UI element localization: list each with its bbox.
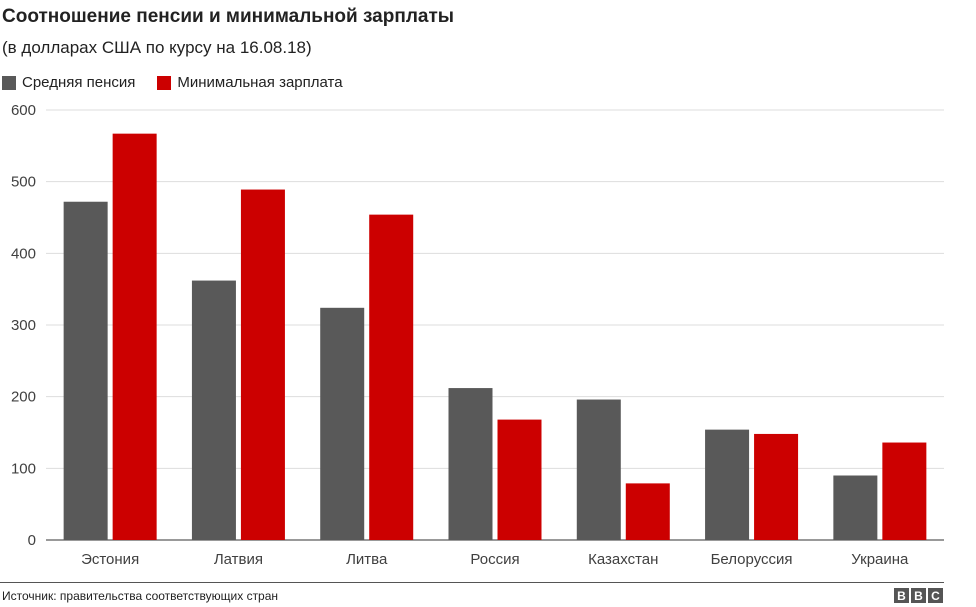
- bar-min-wage: [625, 483, 670, 540]
- y-tick-label: 400: [11, 245, 36, 262]
- chart-title: Соотношение пенсии и минимальной зарплат…: [2, 6, 455, 27]
- bar-min-wage: [112, 133, 157, 540]
- y-tick-label: 500: [11, 174, 36, 191]
- bar-min-wage: [240, 189, 285, 541]
- y-tick-label: 0: [28, 532, 36, 549]
- x-tick-label: Украина: [851, 551, 909, 568]
- bar-pension: [448, 388, 493, 540]
- grid-lines: [46, 109, 944, 541]
- x-tick-label: Россия: [470, 551, 519, 568]
- bbc-logo-letter-2: B: [911, 588, 926, 603]
- y-tick-label: 300: [11, 317, 36, 334]
- bar-pension: [705, 429, 750, 540]
- legend-swatch-min-wage: [157, 75, 172, 90]
- bars: [63, 133, 927, 541]
- bar-min-wage: [754, 433, 799, 540]
- legend-item-pension: Средняя пенсия: [2, 74, 135, 91]
- footer-divider: [0, 582, 944, 583]
- x-tick-label: Литва: [346, 551, 388, 568]
- y-axis-ticks: 0 100 200 300 400 500 600: [11, 102, 36, 549]
- x-tick-label: Казахстан: [588, 551, 658, 568]
- bar-pension: [320, 307, 365, 540]
- x-axis-labels: Эстония Латвия Литва Россия Казахстан Белорус…: [81, 551, 909, 568]
- chart-subtitle: (в долларах США по курсу на 16.08.18): [2, 38, 312, 57]
- bar-pension: [191, 280, 236, 540]
- legend-swatch-pension: [2, 75, 16, 90]
- bar-min-wage: [497, 419, 542, 540]
- bar-min-wage: [369, 214, 414, 540]
- x-tick-label: Латвия: [214, 551, 263, 568]
- bar-chart: 0 100 200 300 400 500 600 Эстония Латвия Литва Ро…: [11, 102, 944, 568]
- y-tick-label: 100: [11, 460, 36, 477]
- legend-label-min-wage: Минимальная зарплата: [177, 74, 343, 91]
- bar-min-wage: [882, 442, 927, 540]
- bar-pension: [833, 475, 878, 540]
- bar-pension: [576, 399, 621, 540]
- x-tick-label: Эстония: [81, 551, 139, 568]
- chart-legend: Средняя пенсия Минимальная зарплата: [2, 74, 365, 91]
- legend-label-pension: Средняя пенсия: [22, 74, 136, 91]
- y-tick-label: 200: [11, 389, 36, 406]
- bbc-logo-letter-3: C: [928, 588, 943, 603]
- bar-pension: [63, 201, 108, 540]
- source-note: Источник: правительства соответствующих …: [2, 589, 279, 603]
- x-tick-label: Белоруссия: [711, 551, 793, 568]
- bbc-logo-letter-1: B: [894, 588, 909, 603]
- bbc-logo: B B C: [892, 588, 943, 603]
- y-tick-label: 600: [11, 102, 36, 119]
- legend-item-min-wage: Минимальная зарплата: [157, 74, 343, 91]
